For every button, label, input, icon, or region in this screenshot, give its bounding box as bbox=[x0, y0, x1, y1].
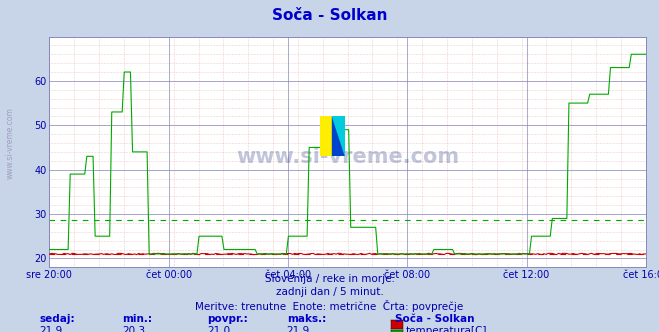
Bar bbox=[320, 116, 332, 156]
Bar bbox=[332, 116, 345, 156]
Text: 20,3: 20,3 bbox=[122, 326, 145, 332]
Text: 21,9: 21,9 bbox=[40, 326, 63, 332]
Polygon shape bbox=[332, 116, 345, 156]
Text: povpr.:: povpr.: bbox=[208, 314, 248, 324]
Text: 21,0: 21,0 bbox=[208, 326, 231, 332]
Text: temperatura[C]: temperatura[C] bbox=[406, 326, 488, 332]
Text: Meritve: trenutne  Enote: metrične  Črta: povprečje: Meritve: trenutne Enote: metrične Črta: … bbox=[195, 300, 464, 312]
Text: zadnji dan / 5 minut.: zadnji dan / 5 minut. bbox=[275, 287, 384, 297]
Text: www.si-vreme.com: www.si-vreme.com bbox=[236, 146, 459, 167]
Text: Soča - Solkan: Soča - Solkan bbox=[272, 8, 387, 23]
Text: min.:: min.: bbox=[122, 314, 152, 324]
Text: sedaj:: sedaj: bbox=[40, 314, 75, 324]
Text: www.si-vreme.com: www.si-vreme.com bbox=[5, 107, 14, 179]
Text: 21,9: 21,9 bbox=[287, 326, 310, 332]
Text: Soča - Solkan: Soča - Solkan bbox=[395, 314, 475, 324]
Text: maks.:: maks.: bbox=[287, 314, 326, 324]
Text: Slovenija / reke in morje.: Slovenija / reke in morje. bbox=[264, 274, 395, 284]
